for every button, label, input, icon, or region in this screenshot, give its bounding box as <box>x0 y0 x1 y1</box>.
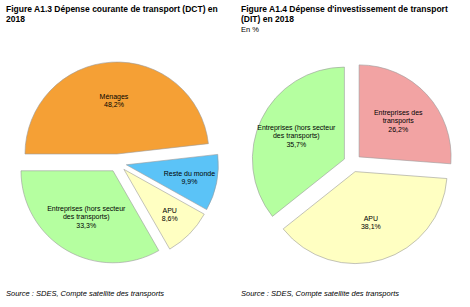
figure: Figure A1.3 Dépense courante de transpor… <box>0 0 470 307</box>
pie-labels: 26,2% 38,1% 35,7% <box>286 126 408 231</box>
chart-title: Figure A1.3 Dépense courante de transpor… <box>6 4 218 24</box>
data-label: 9,9% <box>181 178 197 185</box>
slice-label: Ménages <box>100 93 129 101</box>
data-label: 26,2% <box>388 126 408 133</box>
slice-label: Reste du monde <box>164 170 215 177</box>
pie <box>252 65 451 264</box>
pie-slice <box>21 171 159 263</box>
slice-label: APU <box>163 207 177 214</box>
chart-title: Figure A1.4 Dépense d'investissement de … <box>241 4 448 24</box>
data-label: 38,1% <box>361 223 381 230</box>
slice-label: Entreprises destransports <box>374 109 423 126</box>
source-note: Source : SDES, Compte satellite des tran… <box>6 289 164 298</box>
data-label: 35,7% <box>286 141 306 148</box>
data-label: 33,3% <box>76 222 96 229</box>
data-label: 48,2% <box>104 101 124 108</box>
chart-subtitle: En % <box>241 25 259 34</box>
pie <box>21 62 218 263</box>
slice-label: Entreprises (hors secteurdes transports) <box>47 205 126 222</box>
pie-slice <box>252 67 344 216</box>
pie-labels: 48,2% 9,9% 8,6% 33,3% <box>76 101 197 228</box>
slice-label: APU <box>364 215 378 222</box>
pie-slice <box>359 65 451 164</box>
pie-slice <box>25 62 208 154</box>
slice-label: Entreprises (hors secteurdes transports) <box>257 124 336 141</box>
source-note: Source : SDES, Compte satellite des tran… <box>241 289 399 298</box>
data-label: 8,6% <box>162 215 178 222</box>
